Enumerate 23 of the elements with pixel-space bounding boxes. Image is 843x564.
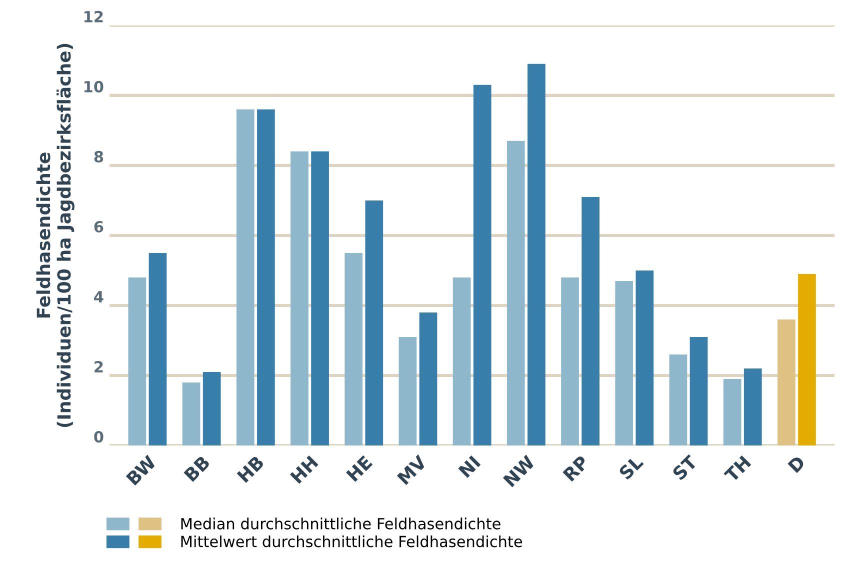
x-tick-label: SL [618, 454, 644, 480]
x-tick-label: NI [458, 455, 481, 478]
y-tick-label: 2 [94, 361, 103, 372]
y-tick-label: 0 [94, 431, 104, 443]
x-tick-label: ST [672, 454, 698, 481]
legend-label: Median durchschnittliche Feldhasendichte [181, 518, 500, 530]
y-tick-label: 12 [84, 10, 103, 22]
y-tick-label: 10 [84, 80, 104, 92]
x-tick-label: MV [396, 454, 428, 486]
x-tick-label: RP [562, 454, 590, 482]
y-axis-title: Feldhasendichte (Individuen/100 ha Jagdbezirksfläche) [36, 44, 74, 428]
x-tick-label: TH [724, 455, 752, 483]
x-tick-label: HB [236, 455, 264, 483]
y-tick-label: 6 [94, 220, 104, 233]
x-tick-label: BB [184, 455, 210, 482]
y-tick-label: 8 [94, 150, 104, 162]
x-tick-label: HH [290, 455, 318, 484]
y-tick-label: 4 [94, 291, 104, 302]
x-tick-label: NW [502, 454, 536, 488]
x-tick-label: BW [126, 454, 157, 486]
x-tick-label: HE [346, 455, 373, 482]
legend-label: Mittelwert durchschnittliche Feldhasendichte [181, 535, 522, 548]
x-tick-label: D [788, 454, 806, 474]
